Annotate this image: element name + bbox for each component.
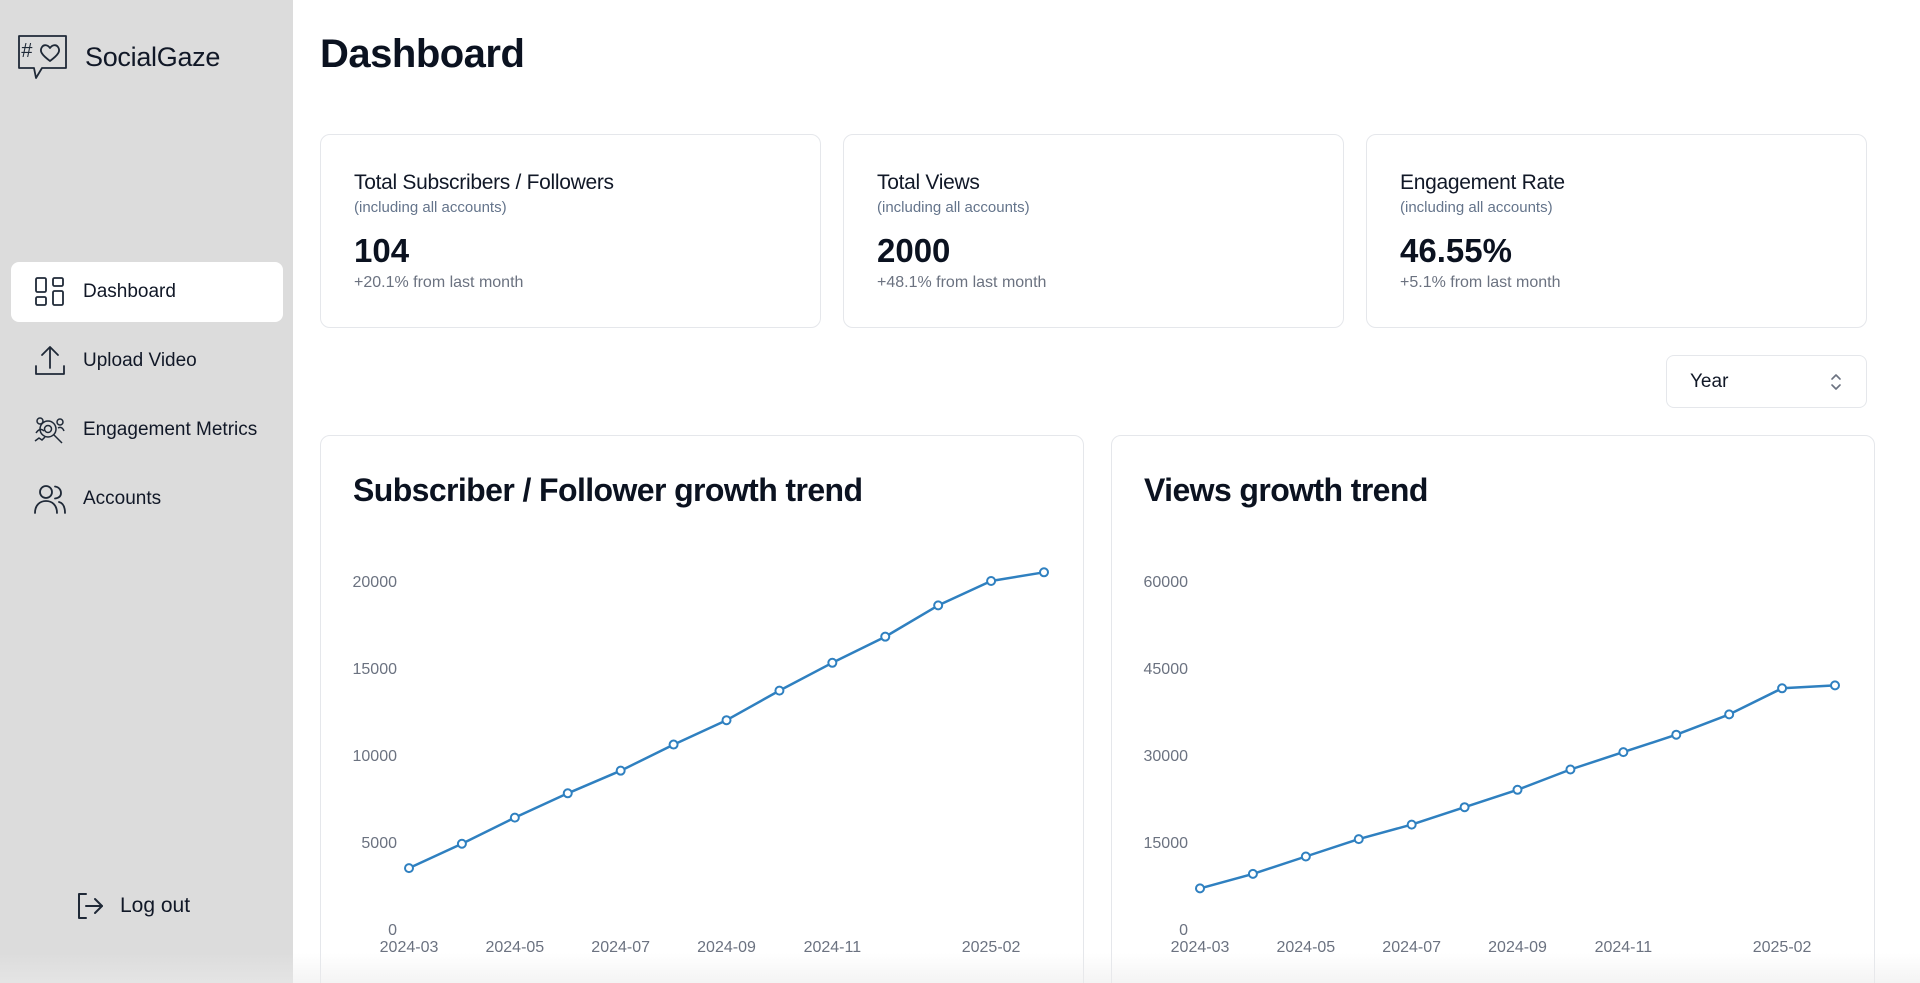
users-icon — [33, 482, 67, 516]
sidebar-item-accounts[interactable]: Accounts — [11, 469, 283, 529]
x-tick-label: 2024-03 — [1171, 939, 1230, 956]
chart-title: Subscriber / Follower growth trend — [353, 472, 863, 508]
data-point — [1777, 683, 1788, 694]
chart-card-subscribers: Subscriber / Follower growth trend 0 5000… — [320, 435, 1084, 983]
y-tick-label: 60000 — [1144, 574, 1189, 591]
data-point — [509, 812, 520, 823]
data-point — [880, 631, 891, 642]
sidebar-item-label: Engagement Metrics — [83, 419, 258, 440]
x-tick-label: 2024-05 — [1276, 939, 1335, 956]
stat-value: 104 — [354, 232, 410, 269]
sidebar-item-engagement-metrics[interactable]: Engagement Metrics — [11, 400, 283, 460]
y-tick-label: 20000 — [353, 574, 398, 591]
subscriber-growth-chart: 0 5000 10000 15000 20000 2024-03 2024-05 2024-0… — [353, 567, 1049, 956]
y-tick-label: 30000 — [1144, 748, 1189, 765]
data-point — [774, 685, 785, 696]
x-tick-label: 2024-11 — [1595, 939, 1653, 956]
y-tick-label: 15000 — [1144, 835, 1189, 852]
x-tick-label: 2024-09 — [1488, 939, 1547, 956]
data-point — [933, 600, 944, 611]
data-point — [986, 576, 997, 586]
stat-title: Engagement Rate — [1400, 171, 1565, 194]
period-select-value: Year — [1690, 370, 1729, 392]
data-point — [1406, 819, 1417, 830]
x-tick-label: 2024-03 — [380, 939, 439, 956]
svg-text:#: # — [21, 40, 33, 62]
data-point — [404, 863, 414, 874]
data-point — [1512, 784, 1523, 795]
data-point — [615, 765, 626, 776]
stat-title: Total Subscribers / Followers — [354, 171, 614, 194]
stat-change: +48.1% from last month — [877, 274, 1047, 291]
x-tick-label: 2024-11 — [804, 939, 862, 956]
y-tick-label: 15000 — [353, 661, 398, 678]
data-point — [562, 788, 573, 799]
stat-card-subscribers: Total Subscribers / Followers (including… — [320, 134, 821, 328]
stat-change: +20.1% from last month — [354, 274, 524, 291]
page-title: Dashboard — [320, 32, 525, 76]
period-select[interactable]: Year — [1666, 355, 1867, 408]
data-point — [1565, 764, 1576, 775]
data-point — [456, 838, 467, 849]
data-point — [1830, 680, 1840, 691]
brand[interactable]: # SocialGaze — [16, 32, 220, 82]
stat-value: 46.55% — [1400, 232, 1512, 269]
data-point — [1353, 834, 1364, 845]
sidebar-item-label: Upload Video — [83, 350, 197, 371]
chart-card-views: Views growth trend 0 15000 30000 45000 60000… — [1111, 435, 1875, 983]
y-tick-label: 10000 — [353, 748, 398, 765]
engagement-metrics-icon — [33, 413, 67, 447]
data-point — [1195, 883, 1205, 894]
stat-subtitle: (including all accounts) — [877, 199, 1030, 216]
data-point — [1618, 747, 1629, 758]
x-tick-label: 2024-07 — [591, 939, 650, 956]
sidebar: # SocialGaze Dashboard — [0, 0, 293, 983]
y-tick-label: 5000 — [361, 835, 397, 852]
chevron-up-down-icon — [1831, 373, 1841, 390]
data-point — [1459, 802, 1470, 813]
sidebar-item-dashboard[interactable]: Dashboard — [11, 262, 283, 322]
data-point — [721, 715, 732, 726]
logout-button[interactable]: Log out — [74, 886, 190, 926]
data-point — [1247, 868, 1258, 879]
x-tick-label: 2025-02 — [962, 939, 1021, 956]
y-tick-label: 0 — [1179, 922, 1188, 939]
upload-icon — [33, 344, 67, 378]
x-tick-label: 2024-09 — [697, 939, 756, 956]
data-point — [827, 657, 838, 668]
brand-name: SocialGaze — [85, 41, 221, 72]
views-growth-chart: 0 15000 30000 45000 60000 2024-03 2024-05 2024-… — [1144, 574, 1840, 956]
stat-card-views: Total Views (including all accounts) 200… — [843, 134, 1344, 328]
dashboard-grid-icon — [33, 275, 67, 309]
stat-change: +5.1% from last month — [1400, 274, 1561, 291]
stat-card-engagement: Engagement Rate (including all accounts)… — [1366, 134, 1867, 328]
data-point — [1039, 567, 1049, 578]
x-tick-label: 2025-02 — [1753, 939, 1812, 956]
data-point — [1300, 851, 1311, 862]
y-tick-label: 45000 — [1144, 661, 1189, 678]
logout-label: Log out — [120, 894, 191, 917]
y-tick-label: 0 — [388, 922, 397, 939]
sidebar-item-label: Dashboard — [83, 281, 176, 302]
hashtag-heart-chat-icon: # — [18, 35, 67, 79]
data-point — [1671, 729, 1682, 740]
stat-title: Total Views — [877, 171, 980, 194]
chart-title: Views growth trend — [1144, 472, 1428, 508]
data-point — [1724, 709, 1735, 720]
data-point — [668, 739, 679, 750]
sidebar-nav: Dashboard Upload Video — [11, 262, 283, 538]
x-tick-label: 2024-05 — [485, 939, 544, 956]
sidebar-item-label: Accounts — [83, 488, 162, 509]
stat-value: 2000 — [877, 232, 951, 269]
stat-subtitle: (including all accounts) — [1400, 199, 1553, 216]
sidebar-item-upload-video[interactable]: Upload Video — [11, 331, 283, 391]
logout-icon — [78, 893, 103, 919]
stat-subtitle: (including all accounts) — [354, 199, 507, 216]
x-tick-label: 2024-07 — [1382, 939, 1441, 956]
